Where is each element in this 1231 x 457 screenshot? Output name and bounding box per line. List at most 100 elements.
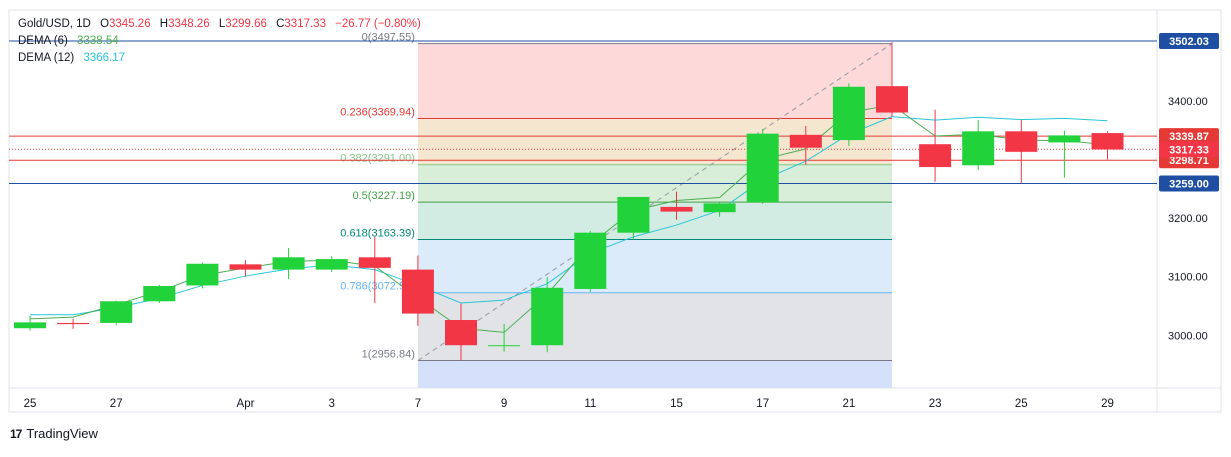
candle bbox=[832, 83, 865, 146]
dema6-row: DEMA (6) 3338.54 bbox=[18, 33, 421, 50]
candle-body bbox=[401, 269, 434, 314]
candle-body bbox=[186, 263, 219, 286]
time-tick-label: 9 bbox=[501, 398, 507, 410]
chart-legend: Gold/USD, 1D O3345.26 H3348.26 L3299.66 … bbox=[18, 16, 421, 67]
close-label: C bbox=[276, 18, 285, 30]
fib-level-label: 1(2956.84) bbox=[362, 349, 415, 361]
close-value: 3317.33 bbox=[284, 18, 326, 30]
candle bbox=[962, 120, 995, 170]
price-tag: 3339.87 bbox=[1169, 131, 1209, 143]
time-tick-label: 27 bbox=[110, 398, 123, 410]
ohlc-row: Gold/USD, 1D O3345.26 H3348.26 L3299.66 … bbox=[18, 16, 421, 33]
candle bbox=[100, 300, 133, 326]
low-label: L bbox=[218, 18, 226, 30]
fib-level-label: 0.236(3369.94) bbox=[340, 106, 415, 118]
fib-level-label: 0.5(3227.19) bbox=[353, 190, 415, 202]
price-tick-label: 3000.00 bbox=[1168, 330, 1208, 342]
candle bbox=[617, 196, 650, 240]
candle-body bbox=[358, 257, 391, 268]
time-tick-label: 23 bbox=[929, 398, 942, 410]
candle bbox=[186, 262, 219, 289]
candle bbox=[272, 247, 305, 279]
price-tag-bg bbox=[1159, 33, 1219, 50]
current-price-tag-bg bbox=[1159, 141, 1219, 158]
candle-body bbox=[832, 86, 865, 141]
open-label: O bbox=[100, 18, 110, 30]
candle-body bbox=[1048, 135, 1081, 143]
fib-zone bbox=[417, 360, 892, 388]
candle-body bbox=[531, 287, 564, 346]
dema6-label: DEMA (6) bbox=[18, 35, 68, 47]
high-value: 3348.26 bbox=[168, 18, 210, 30]
candle-body bbox=[746, 133, 779, 203]
time-tick-label: 3 bbox=[328, 398, 334, 410]
tradingview-brand[interactable]: 17 TradingView bbox=[10, 426, 98, 441]
candle-body bbox=[272, 257, 305, 270]
time-tick-label: 15 bbox=[670, 398, 683, 410]
candle-body bbox=[962, 131, 995, 166]
candle-body bbox=[703, 203, 736, 213]
fib-zone bbox=[417, 292, 892, 361]
time-tick-label: 11 bbox=[584, 398, 596, 410]
candle-body bbox=[315, 259, 348, 270]
current-price-tag: 3317.33 bbox=[1169, 144, 1209, 156]
candle-body bbox=[789, 134, 822, 148]
low-value: 3299.66 bbox=[225, 18, 267, 30]
candle bbox=[445, 303, 477, 361]
price-tag: 3298.71 bbox=[1169, 155, 1209, 167]
time-tick-label: 29 bbox=[1101, 398, 1114, 410]
candle bbox=[488, 324, 521, 352]
candle-body bbox=[919, 144, 952, 168]
candle bbox=[703, 201, 736, 217]
fib-level-label: 0.786(3072.55) bbox=[340, 281, 415, 293]
candle-body bbox=[574, 232, 607, 289]
price-tag: 3502.03 bbox=[1169, 36, 1209, 48]
high-label: H bbox=[159, 18, 169, 30]
candle bbox=[660, 191, 693, 220]
candle bbox=[574, 230, 607, 292]
time-tick-label: 25 bbox=[24, 398, 37, 410]
dema12-label: DEMA (12) bbox=[18, 52, 75, 64]
price-tick-label: 3400.00 bbox=[1168, 96, 1208, 108]
fib-level-label: 0.618(3163.39) bbox=[340, 228, 415, 240]
time-tick-label: 25 bbox=[1015, 398, 1028, 410]
time-tick-label: 17 bbox=[756, 398, 769, 410]
candle bbox=[14, 315, 46, 331]
fib-zone bbox=[417, 202, 892, 240]
change-value: −26.77 (−0.80%) bbox=[335, 18, 421, 30]
candle-body bbox=[100, 301, 133, 323]
candle-body bbox=[876, 86, 908, 113]
open-value: 3345.26 bbox=[109, 18, 151, 30]
candle bbox=[1048, 130, 1081, 178]
dema12-row: DEMA (12) 3366.17 bbox=[18, 50, 421, 67]
candle-body bbox=[1005, 131, 1038, 152]
candle bbox=[1005, 120, 1038, 183]
candle-body bbox=[488, 345, 521, 347]
time-tick-label: 21 bbox=[843, 398, 856, 410]
candle bbox=[229, 260, 262, 277]
dema6-value: 3338.54 bbox=[77, 35, 119, 47]
candle-body bbox=[660, 206, 693, 212]
price-tag-bg bbox=[1159, 128, 1219, 145]
price-tag: 3259.00 bbox=[1169, 178, 1209, 190]
price-tag-bg bbox=[1159, 175, 1219, 192]
candle bbox=[531, 277, 564, 353]
fib-zone bbox=[417, 43, 892, 119]
candle bbox=[876, 42, 908, 117]
candle bbox=[57, 318, 90, 329]
candle bbox=[919, 109, 952, 182]
candle-body bbox=[445, 320, 477, 346]
price-tick-label: 3100.00 bbox=[1168, 272, 1208, 284]
candle-body bbox=[1091, 133, 1124, 150]
candle bbox=[746, 128, 779, 204]
tradingview-logo-icon: 17 bbox=[10, 426, 22, 441]
brand-name: TradingView bbox=[26, 426, 98, 441]
candle bbox=[143, 284, 176, 304]
symbol-label: Gold/USD, 1D bbox=[18, 18, 91, 30]
candle bbox=[358, 236, 391, 304]
candle-body bbox=[14, 322, 46, 329]
chart-frame bbox=[8, 9, 1222, 413]
candle-body bbox=[143, 286, 176, 302]
